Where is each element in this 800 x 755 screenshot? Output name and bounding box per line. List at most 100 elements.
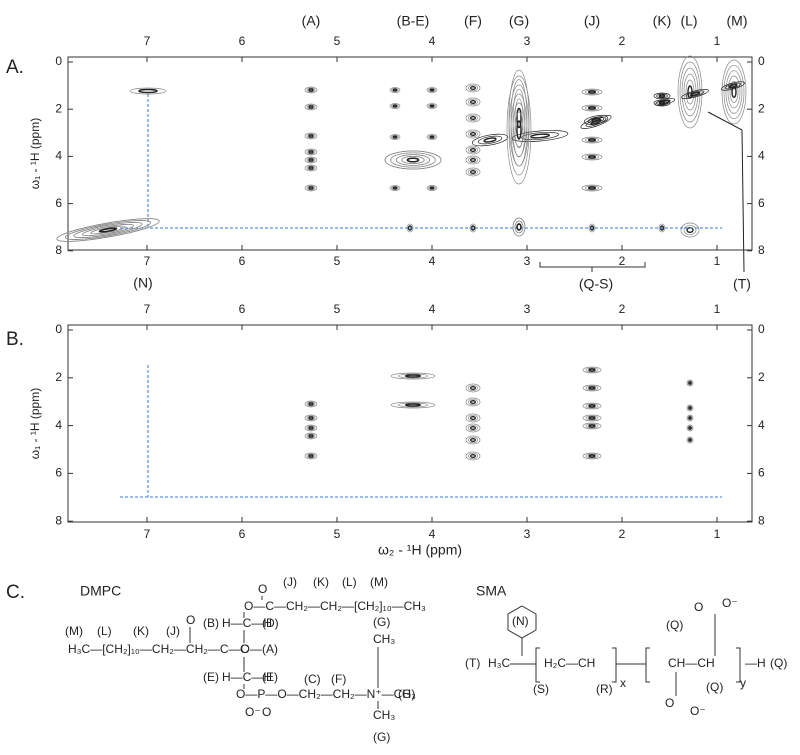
x-tick-label: 2: [619, 254, 626, 268]
contour: [304, 432, 318, 440]
peak-ref: (A): [262, 642, 278, 656]
subscript: y: [740, 676, 746, 690]
contour: [467, 414, 479, 422]
contour: [483, 137, 497, 143]
peak-ref: (L): [342, 575, 357, 589]
contour: [406, 157, 420, 163]
x-tick-label: 3: [524, 254, 531, 268]
contour: [73, 222, 143, 238]
contour: [582, 402, 602, 410]
contour: [397, 373, 429, 379]
contour: [467, 156, 479, 164]
contour: [469, 437, 477, 443]
x-tick-label: 2: [619, 302, 626, 316]
contour: [304, 452, 318, 460]
contour: [587, 106, 597, 110]
peak-ref: (E): [203, 670, 219, 684]
contour: [724, 82, 742, 90]
atom: O: [258, 582, 267, 596]
y-tick-label: 0: [55, 54, 62, 68]
contour: [729, 80, 739, 104]
plot-frame: [67, 56, 753, 251]
contour: [304, 86, 318, 94]
contour: [585, 403, 599, 409]
y-tick-label: 4: [55, 149, 62, 163]
contour: [392, 104, 398, 108]
contour: [465, 83, 481, 93]
x-tick-label: 1: [714, 302, 721, 316]
contour: [467, 384, 479, 392]
contour: [304, 156, 318, 164]
contour: [306, 433, 316, 439]
contour: [688, 416, 692, 420]
atom: O: [694, 600, 703, 614]
y-tick-label: 6: [55, 196, 62, 210]
contour: [582, 414, 602, 422]
contour: [686, 414, 694, 422]
contour: [465, 397, 481, 407]
contour: [585, 385, 599, 391]
contour: [389, 103, 401, 109]
contour: [401, 156, 425, 164]
contour: [308, 416, 314, 420]
contour: [585, 423, 599, 429]
contour: [392, 135, 398, 139]
contour: [588, 454, 596, 458]
contour: [723, 64, 745, 120]
contour: [308, 426, 314, 430]
peak-ref: (M): [370, 575, 388, 589]
contour: [390, 401, 436, 409]
contour: [426, 185, 438, 191]
contour: [304, 164, 318, 172]
x-tick-label: 3: [524, 302, 531, 316]
peak-label: (Q-S): [579, 276, 613, 292]
x-tick-label: 6: [239, 302, 246, 316]
contour: [721, 81, 745, 91]
dmpc-structure: DMPC O O—C—CH₂—CH₂—[CH₂]₁₀—CH₃ (J) (K) (…: [65, 575, 426, 744]
peak-ref: (M): [65, 624, 83, 638]
contour: [584, 185, 600, 191]
contour: [391, 103, 399, 109]
contour: [681, 89, 709, 99]
contour: [582, 422, 602, 430]
contour: [588, 386, 596, 390]
contour: [677, 55, 703, 129]
y-tick-label: 2: [758, 101, 765, 115]
contour: [656, 93, 668, 99]
contour: [90, 225, 126, 235]
contour: [308, 402, 314, 406]
peak-label: (F): [464, 13, 482, 29]
y-tick-label: 8: [758, 243, 765, 257]
contour: [306, 165, 316, 171]
contour: [687, 425, 693, 431]
sma-structure: SMA (N) (T) H₃C H₂C—CH (S) (R) x (Q) O O…: [465, 583, 787, 718]
contour: [587, 116, 605, 124]
y-tick-label: 2: [55, 101, 62, 115]
contour: [465, 383, 481, 393]
contour: [728, 83, 738, 89]
x-tick-label: 7: [144, 527, 151, 541]
peak-ref: (D): [262, 616, 279, 630]
contour: [392, 88, 398, 92]
contour: [727, 75, 741, 109]
contour: [306, 453, 316, 459]
contour: [653, 92, 671, 100]
peak-ref: (E): [262, 670, 278, 684]
atom: O: [665, 696, 674, 710]
contour: [514, 111, 524, 149]
peak-label: (B-E): [397, 13, 430, 29]
chem-text: O—C—CH₂—CH₂—[CH₂]₁₀—CH₃: [244, 599, 426, 613]
contour: [467, 398, 479, 406]
peak-label: (L): [680, 13, 697, 29]
contour: [426, 103, 438, 109]
peak-ref: (Q): [666, 618, 683, 632]
pointer: [741, 129, 745, 273]
contour: [98, 227, 118, 233]
contour: [506, 75, 532, 185]
contour: [680, 222, 700, 238]
x-tick-label: 2: [619, 34, 626, 48]
contour: [512, 217, 526, 237]
contour: [138, 88, 158, 94]
contour: [82, 223, 134, 237]
contour: [591, 117, 601, 123]
